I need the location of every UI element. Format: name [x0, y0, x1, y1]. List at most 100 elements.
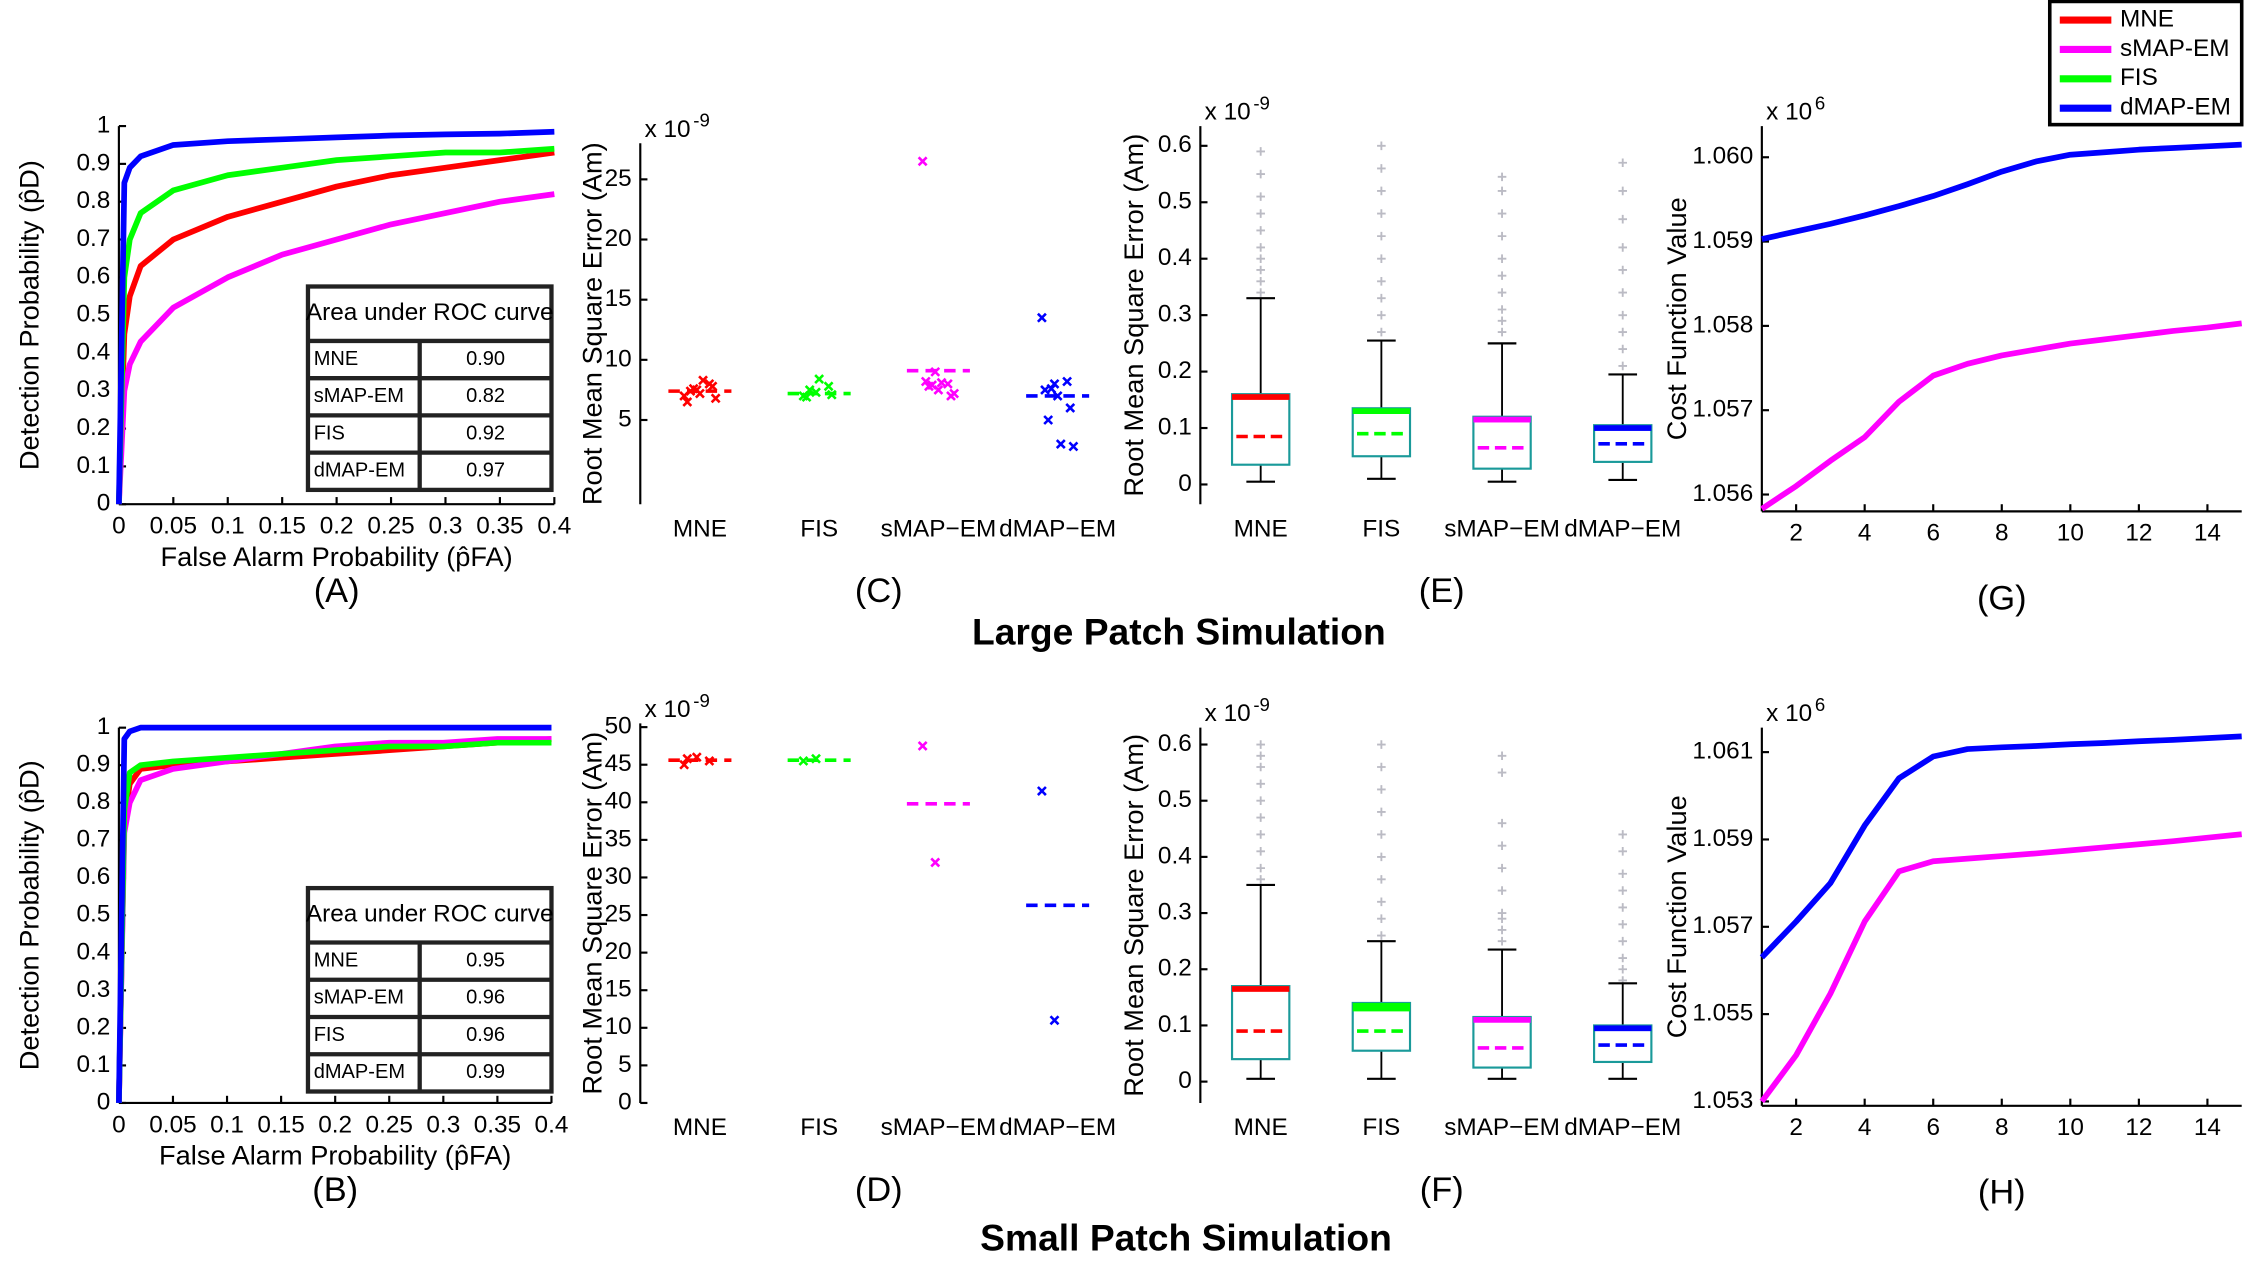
outlier [1377, 164, 1386, 173]
x-tick-label: 0 [112, 513, 126, 540]
point [1046, 383, 1057, 394]
x-tick-label: 0.05 [150, 513, 197, 540]
y-axis-label: Root Mean Square Error (Am) [577, 142, 608, 505]
line-series [1759, 733, 2242, 960]
x-tick-label: 2 [1789, 520, 1803, 547]
x-tick-label: 12 [2125, 1114, 2152, 1141]
x-tick-label: 8 [1995, 520, 2009, 547]
panel-label: (G) [1977, 579, 2027, 617]
y-tick-label: 25 [605, 165, 632, 192]
y-tick-label: 0 [97, 1088, 111, 1115]
outlier [1618, 830, 1628, 839]
median-band [1352, 1002, 1411, 1012]
outlier [1377, 897, 1386, 907]
y-tick-label: 20 [605, 225, 632, 252]
outlier [1377, 762, 1386, 772]
y-tick-label: 5 [618, 1051, 632, 1078]
x-tick-label: 0 [112, 1111, 126, 1138]
outlier [1618, 846, 1628, 856]
y-tick-label: 1.053 [1692, 1087, 1753, 1114]
y-tick-label: 1 [97, 112, 111, 139]
point [1052, 391, 1063, 401]
auc-name: FIS [314, 1024, 345, 1046]
point [927, 380, 938, 391]
line-series [116, 149, 555, 505]
outlier [1377, 209, 1386, 218]
point [798, 756, 809, 766]
y-tick-label: 0.4 [1158, 842, 1192, 869]
x-tick-label: 14 [2194, 1114, 2221, 1141]
x-tick-label: FIS [1362, 515, 1400, 542]
x-tick-label: 0.25 [367, 513, 414, 540]
outlier [1618, 964, 1628, 974]
outlier [1618, 361, 1628, 371]
y-tick-label: 1.057 [1692, 912, 1753, 939]
outlier [1618, 327, 1628, 337]
y-tick-label: 0.1 [76, 1051, 110, 1078]
y-axis-label: Root Mean Square Error (Am) [577, 732, 608, 1095]
line-series [1759, 831, 2242, 1104]
outlier [1618, 243, 1628, 252]
x-tick-label: 4 [1858, 520, 1872, 547]
outlier [1256, 740, 1265, 749]
outlier [1618, 158, 1628, 168]
auc-value: 0.96 [466, 1024, 505, 1046]
y-axis-label: Root Mean Square Error (Am) [1118, 134, 1149, 497]
median-band [1594, 1025, 1652, 1032]
outlier [1377, 852, 1386, 862]
line-series [116, 191, 555, 505]
outlier [1618, 214, 1628, 224]
y-tick-label: 30 [605, 863, 632, 890]
point [823, 381, 834, 392]
line-series [116, 739, 552, 1104]
outlier [1256, 209, 1265, 218]
y-tick-label: 1.056 [1692, 480, 1753, 507]
auc-table [305, 284, 554, 493]
y-tick-label: 0.7 [76, 225, 110, 252]
point [1065, 403, 1076, 413]
outlier [1256, 751, 1265, 761]
outlier [1497, 818, 1507, 828]
box [1230, 985, 1291, 1061]
outlier [1618, 903, 1628, 912]
y-tick-label: 0.4 [76, 938, 110, 965]
y-axis-label: Cost Function Value [1661, 795, 1692, 1038]
line-series [116, 128, 555, 505]
y-tick-label: 0.2 [1158, 955, 1192, 982]
outlier [1377, 231, 1386, 241]
axis-multiplier: x 10 [1205, 700, 1251, 727]
axis-multiplier: x 10 [1766, 99, 1812, 126]
legend-label: FIS [2120, 64, 2158, 91]
y-tick-label: 45 [605, 750, 632, 777]
outlier [1256, 796, 1265, 806]
outlier [1497, 254, 1507, 263]
outlier [1256, 830, 1265, 839]
outlier [1377, 293, 1386, 303]
box [1472, 415, 1532, 470]
y-tick-label: 0.5 [1158, 188, 1192, 215]
median-band [1232, 986, 1290, 992]
y-tick-label: 0.3 [1158, 301, 1192, 328]
x-axis-label: False Alarm Probability (p̂FA) [159, 1140, 511, 1171]
outlier [1256, 192, 1265, 201]
auc-name: MNE [314, 949, 359, 971]
median-band [1594, 425, 1652, 431]
y-axis-label: Detection Probability (p̂D) [14, 160, 45, 470]
outlier [1497, 186, 1507, 196]
outlier [1377, 830, 1386, 839]
panel-label: (H) [1978, 1174, 2026, 1212]
y-tick-label: 0.8 [76, 788, 110, 815]
point [1062, 376, 1073, 387]
section-title: Large Patch Simulation [972, 610, 1386, 652]
x-tick-label: sMAP−EM [881, 1114, 997, 1141]
y-tick-label: 1 [97, 713, 111, 740]
outlier [1256, 169, 1265, 179]
point [679, 759, 690, 770]
auc-table-title: Area under ROC curve [306, 299, 554, 326]
outlier [1377, 875, 1386, 884]
x-tick-label: 0.2 [320, 513, 354, 540]
auc-name: MNE [314, 348, 359, 370]
outlier [1497, 751, 1507, 761]
panel-label: (F) [1420, 1171, 1464, 1209]
point [1049, 1015, 1060, 1026]
